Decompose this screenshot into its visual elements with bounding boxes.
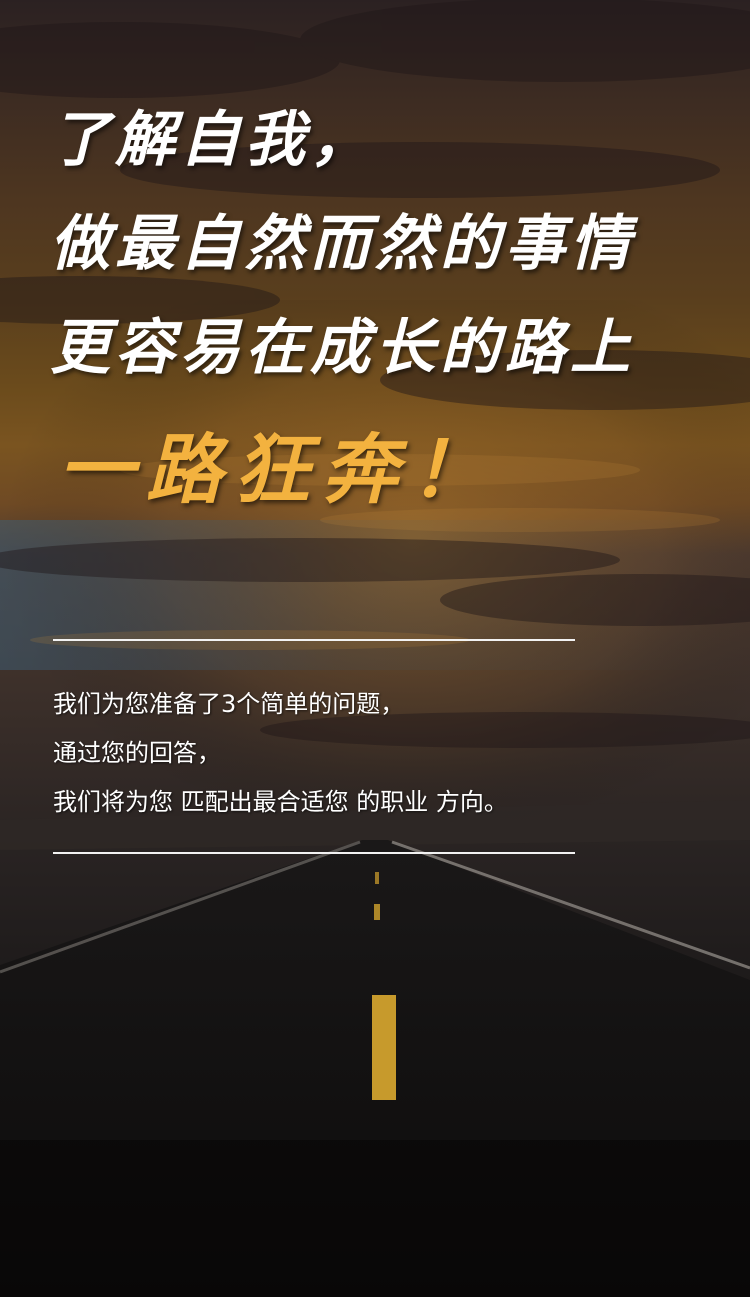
divider-top — [53, 639, 575, 641]
intro-line-1: 我们为您准备了3个简单的问题， — [53, 690, 405, 718]
intro-line-3: 我们将为您 匹配出最合适您 的职业 方向。 — [53, 788, 508, 816]
intro-line-2: 通过您的回答， — [53, 739, 221, 767]
intro-text: 我们为您准备了3个简单的问题， 通过您的回答， 我们将为您 匹配出最合适您 的职… — [53, 680, 693, 827]
headline: 了解自我， 做最自然而然的事情 更容易在成长的路上 一路狂奔！ — [50, 88, 730, 526]
headline-line-2: 做最自然而然的事情 — [50, 209, 635, 279]
headline-accent: 一路狂奔！ — [58, 425, 498, 514]
headline-line-1: 了解自我， — [50, 105, 375, 175]
headline-line-3: 更容易在成长的路上 — [50, 313, 635, 383]
divider-bottom — [53, 852, 575, 854]
